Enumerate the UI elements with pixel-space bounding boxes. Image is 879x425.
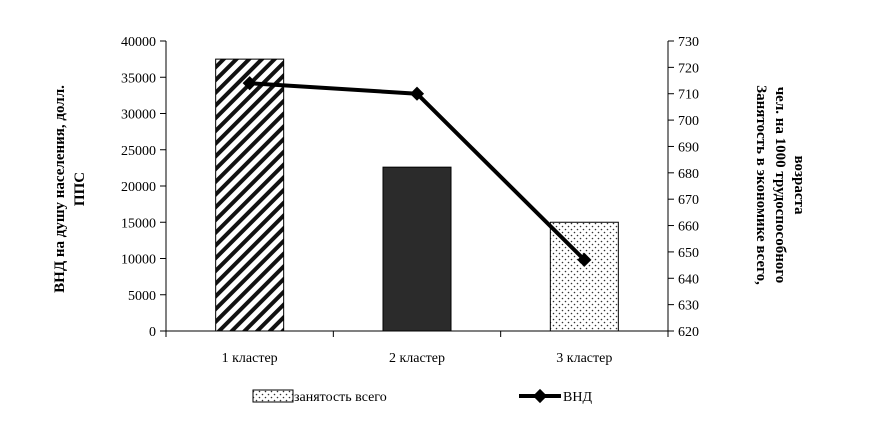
legend-label-bar: занятость всего — [294, 390, 387, 405]
right-tick-label: 620 — [678, 325, 699, 340]
left-axis-title-line-2: ППС — [72, 172, 88, 206]
legend-swatch-marker — [532, 388, 548, 404]
right-tick-label: 640 — [678, 272, 699, 287]
left-tick-label: 15000 — [121, 216, 156, 231]
legend-swatch-bar — [252, 389, 294, 403]
left-tick-label: 0 — [149, 325, 156, 340]
right-tick-label: 660 — [678, 220, 699, 235]
line-point-2 — [409, 86, 425, 101]
left-tick-label: 25000 — [121, 144, 156, 159]
bar-1 — [215, 58, 285, 332]
left-axis-title-line-1: ВНД на душу населения, долл. — [52, 85, 68, 293]
bar-3 — [549, 221, 619, 332]
right-tick-label: 670 — [678, 193, 699, 208]
legend-label-line: ВНД — [563, 390, 592, 405]
right-axis-title-line-3: возраста — [791, 155, 807, 215]
line-point-3 — [577, 252, 592, 267]
left-tick-label: 30000 — [121, 108, 156, 123]
right-tick-label: 710 — [678, 88, 699, 103]
right-tick-label: 700 — [678, 114, 699, 129]
x-tick-label: 2 кластер — [389, 351, 445, 366]
right-tick-label: 650 — [678, 246, 699, 261]
left-tick-label: 5000 — [128, 289, 156, 304]
left-tick-label: 35000 — [121, 71, 156, 86]
right-tick-label: 730 — [678, 35, 699, 50]
right-axis-title-line-2: чел. на 1000 трудоспособного — [772, 87, 788, 284]
right-tick-label: 720 — [678, 61, 699, 76]
right-tick-label: 680 — [678, 167, 699, 182]
right-axis-title-line-1: Занятость в экономике всего, — [753, 85, 769, 285]
plot-area: 0 5000 10000 15000 20000 25000 30000 35000 40000… — [121, 35, 699, 366]
x-tick-label: 1 кластер — [222, 351, 278, 366]
right-axis-title: Занятость в экономике всего, чел. на 100… — [753, 85, 807, 285]
left-tick-label: 10000 — [121, 253, 156, 268]
bar-2 — [382, 166, 452, 332]
legend: занятость всего ВНД — [252, 388, 592, 405]
right-tick-label: 690 — [678, 140, 699, 155]
x-tick-label: 3 кластер — [556, 351, 612, 366]
left-axis-title: ВНД на душу населения, долл. ППС — [52, 85, 88, 293]
left-tick-label: 40000 — [121, 35, 156, 50]
right-tick-label: 630 — [678, 299, 699, 314]
left-tick-label: 20000 — [121, 180, 156, 195]
